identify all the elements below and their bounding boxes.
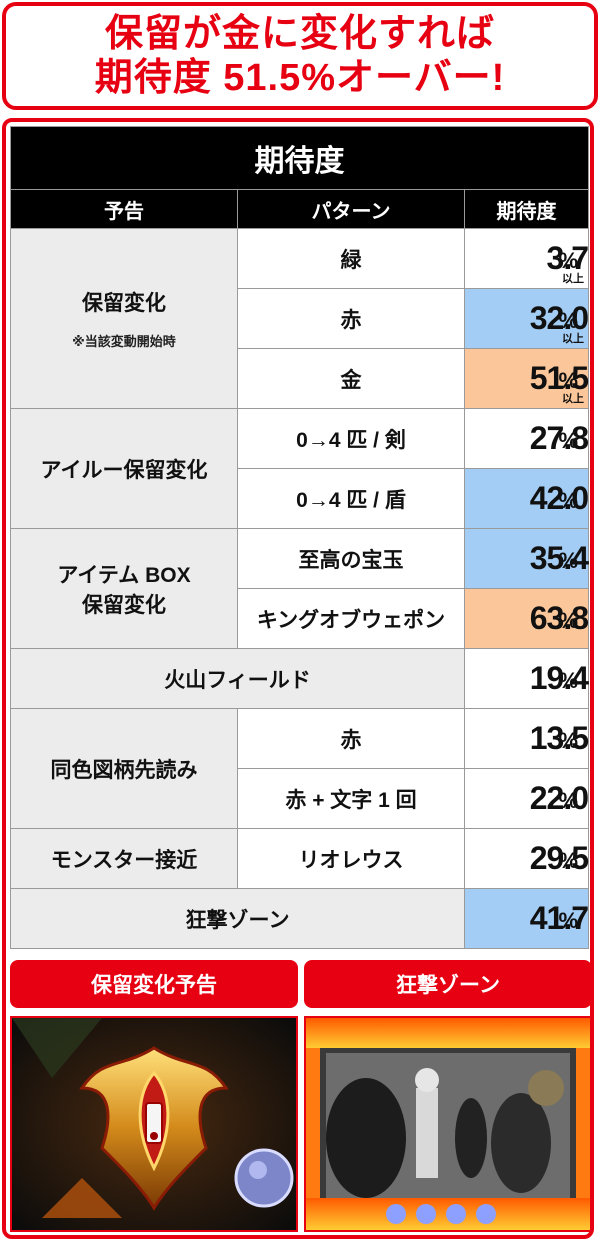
ijo-label: 以上 — [562, 333, 585, 345]
category-label: 保留変化 — [82, 292, 166, 315]
pattern-cell: 至高の宝玉 — [237, 528, 465, 589]
panel-label-kyogeki: 狂撃ゾーン — [304, 960, 592, 1008]
percent-sign: % — [558, 728, 579, 753]
pattern-cell: キングオブウェポン — [237, 588, 465, 649]
value-cell: 13.5 % — [463, 708, 589, 769]
table-row: 金 51.5 % 以上 — [11, 348, 589, 409]
category-volcano: 火山フィールド — [10, 648, 465, 709]
category-label-line2: 保留変化 — [82, 593, 166, 617]
headline-line1: 保留が金に変化すれば — [104, 13, 495, 55]
table-row: モンスター接近 リオレウス 29.5 % — [10, 828, 589, 889]
value-cell: 51.5 % 以上 — [463, 348, 589, 409]
category-same-color: 同色図柄先読み — [10, 708, 238, 829]
category-monster: モンスター接近 — [10, 828, 238, 889]
value-number: 3.7 — [546, 240, 589, 276]
value-number: 22.0 — [529, 780, 589, 816]
percent-sign: % — [558, 308, 579, 333]
table-row: 同色図柄先読み 赤 13.5 % — [10, 708, 589, 829]
value-number: 35.4 — [529, 540, 589, 576]
expectation-table: 期待度 予告 パターン 期待度 保留変化 ※当該変動開始時 緑 3.7 % 以上… — [9, 126, 590, 949]
percent-sign: % — [558, 548, 579, 573]
header-expectation: 期待度 — [463, 189, 590, 229]
percent-sign: % — [558, 908, 579, 933]
pattern-cell: 赤 — [237, 708, 465, 769]
table-row: 保留変化 ※当該変動開始時 緑 3.7 % 以上 — [10, 228, 589, 409]
value-cell: 32.0 % 以上 — [463, 288, 589, 349]
category-kyogeki: 狂撃ゾーン — [10, 888, 465, 949]
header-pattern: パターン — [237, 189, 465, 229]
table-row: 赤 32.0 % 以上 — [11, 288, 589, 349]
category-airou: アイルー保留変化 — [10, 408, 238, 529]
value-cell: 35.4 % — [463, 528, 589, 589]
pattern-cell: 赤 + 文字 1 回 — [237, 768, 465, 829]
table-row: アイテム BOX 保留変化 至高の宝玉 35.4 % — [10, 528, 589, 649]
zone-illustration — [306, 1018, 590, 1230]
headline-banner: 保留が金に変化すれば 期待度 51.5%オーバー! — [2, 2, 598, 110]
value-cell: 22.0 % — [463, 768, 589, 829]
table-row: 狂撃ゾーン 41.7 % — [10, 888, 589, 949]
value-number: 41.7 — [529, 900, 589, 936]
percent-sign: % — [558, 608, 579, 633]
header-notice: 予告 — [10, 189, 238, 229]
value-cell: 29.5 % — [463, 828, 589, 889]
value-cell: 41.7 % — [463, 888, 589, 949]
table-row: アイルー保留変化 0→4 匹 / 剣 27.8 % — [10, 408, 589, 529]
pattern-cell: 金 — [237, 348, 465, 409]
table-row: 0→4 匹 / 盾 42.0 % — [11, 468, 589, 529]
value-number: 29.5 — [529, 840, 589, 876]
value-cell: 19.4 % — [463, 648, 589, 709]
percent-sign: % — [558, 488, 579, 513]
value-number: 42.0 — [529, 480, 589, 516]
emblem-illustration — [12, 1018, 296, 1230]
headline-line2: 期待度 51.5%オーバー! — [94, 57, 506, 99]
value-cell: 27.8 % — [463, 408, 589, 469]
pattern-cell: 赤 — [237, 288, 465, 349]
percent-sign: % — [558, 368, 579, 393]
panel-label-hold-change: 保留変化予告 — [10, 960, 298, 1008]
value-cell: 42.0 % — [463, 468, 589, 529]
value-number: 32.0 — [529, 300, 589, 336]
category-label-line1: アイテム BOX — [57, 563, 191, 587]
table-row: 赤 + 文字 1 回 22.0 % — [11, 768, 589, 829]
value-number: 63.8 — [529, 600, 589, 636]
value-cell: 3.7 % 以上 — [463, 228, 589, 289]
header-row: 予告 パターン 期待度 — [10, 189, 590, 229]
pattern-cell: 0→4 匹 / 盾 — [237, 468, 465, 529]
value-number: 13.5 — [529, 720, 589, 756]
pattern-cell: 緑 — [237, 228, 465, 289]
percent-sign: % — [558, 668, 579, 693]
ijo-label: 以上 — [562, 273, 585, 285]
hold-change-screenshot — [10, 1016, 298, 1232]
percent-sign: % — [558, 428, 579, 453]
category-hold-change: 保留変化 ※当該変動開始時 — [10, 228, 238, 409]
value-cell: 63.8 % — [463, 588, 589, 649]
ijo-label: 以上 — [562, 393, 585, 405]
pattern-cell: リオレウス — [237, 828, 465, 889]
pattern-cell: 0→4 匹 / 剣 — [237, 408, 465, 469]
value-number: 51.5 — [529, 360, 589, 396]
category-item-box: アイテム BOX 保留変化 — [10, 528, 238, 649]
percent-sign: % — [558, 788, 579, 813]
kyogeki-zone-screenshot — [304, 1016, 592, 1232]
value-number: 19.4 — [529, 660, 589, 696]
percent-sign: % — [558, 848, 579, 873]
percent-sign: % — [558, 248, 579, 273]
value-number: 27.8 — [529, 420, 589, 456]
table-title: 期待度 — [9, 126, 590, 190]
table-row: 火山フィールド 19.4 % — [10, 648, 589, 709]
category-note: ※当該変動開始時 — [72, 334, 176, 349]
table-row: キングオブウェポン 63.8 % — [11, 588, 589, 649]
